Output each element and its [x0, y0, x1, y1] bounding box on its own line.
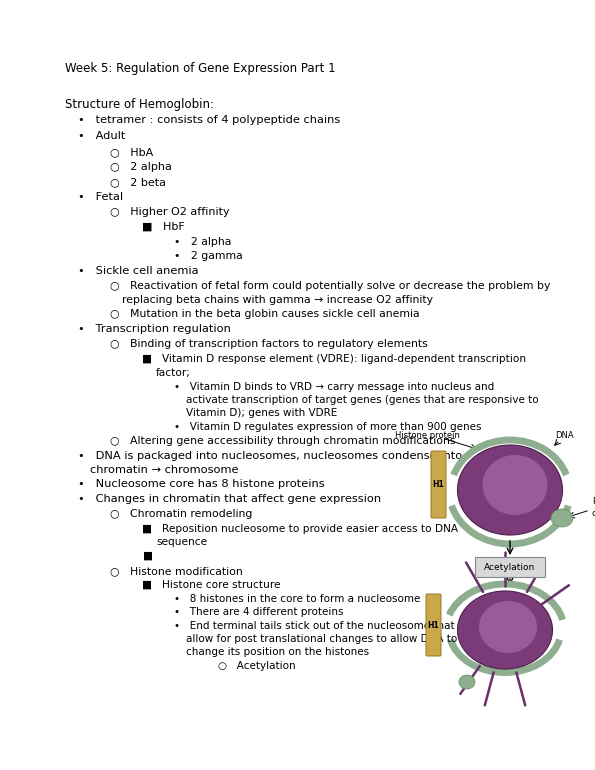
Text: chromatin → chromosome: chromatin → chromosome [90, 465, 239, 475]
Text: ■   Reposition nucleosome to provide easier access to DNA: ■ Reposition nucleosome to provide easie… [142, 524, 458, 534]
Text: replacing beta chains with gamma → increase O2 affinity: replacing beta chains with gamma → incre… [122, 295, 433, 305]
Text: ■   Vitamin D response element (VDRE): ligand-dependent transcription: ■ Vitamin D response element (VDRE): lig… [142, 354, 526, 364]
Text: •   Transcription regulation: • Transcription regulation [78, 324, 231, 334]
Text: DNA: DNA [555, 430, 574, 440]
Ellipse shape [483, 455, 547, 515]
Text: •   Adult: • Adult [78, 131, 126, 141]
Text: sequence: sequence [156, 537, 207, 547]
Ellipse shape [458, 445, 562, 535]
Text: ■: ■ [142, 551, 152, 561]
Text: factor;: factor; [156, 368, 191, 378]
Text: ○   HbA: ○ HbA [110, 147, 154, 157]
FancyBboxPatch shape [475, 557, 545, 577]
Text: •   Changes in chromatin that affect gene expression: • Changes in chromatin that affect gene … [78, 494, 381, 504]
FancyBboxPatch shape [426, 594, 441, 656]
Text: Week 5: Regulation of Gene Expression Part 1: Week 5: Regulation of Gene Expression Pa… [65, 62, 336, 75]
Text: Structure of Hemoglobin:: Structure of Hemoglobin: [65, 98, 214, 111]
Text: •   2 alpha: • 2 alpha [174, 237, 231, 247]
Text: charged tail: charged tail [592, 510, 595, 518]
Text: •   Fetal: • Fetal [78, 192, 123, 202]
Text: •   tetramer : consists of 4 polypeptide chains: • tetramer : consists of 4 polypeptide c… [78, 115, 340, 125]
Text: activate transcription of target genes (genes that are responsive to: activate transcription of target genes (… [186, 395, 538, 405]
Text: ■   HbF: ■ HbF [142, 222, 185, 232]
Text: ○   Mutation in the beta globin causes sickle cell anemia: ○ Mutation in the beta globin causes sic… [110, 309, 419, 319]
Text: Vitamin D); genes with VDRE: Vitamin D); genes with VDRE [186, 408, 337, 418]
Text: •   2 gamma: • 2 gamma [174, 251, 243, 261]
Text: change its position on the histones: change its position on the histones [186, 647, 369, 657]
Text: •   Vitamin D binds to VRD → carry message into nucleus and: • Vitamin D binds to VRD → carry message… [174, 382, 494, 392]
Text: Positively: Positively [592, 497, 595, 507]
Ellipse shape [459, 675, 475, 689]
Text: •   Nucleosome core has 8 histone proteins: • Nucleosome core has 8 histone proteins [78, 479, 325, 489]
Text: ○   Chromatin remodeling: ○ Chromatin remodeling [110, 509, 252, 519]
Text: ○   2 beta: ○ 2 beta [110, 177, 166, 187]
Text: •   There are 4 different proteins: • There are 4 different proteins [174, 607, 343, 617]
Text: •   DNA is packaged into nucleosomes, nucleosomes condense into: • DNA is packaged into nucleosomes, nucl… [78, 451, 462, 461]
Text: ○   Binding of transcription factors to regulatory elements: ○ Binding of transcription factors to re… [110, 339, 428, 349]
Text: ○   Acetylation: ○ Acetylation [218, 661, 296, 671]
Ellipse shape [551, 509, 573, 527]
Text: Histone protein: Histone protein [395, 430, 460, 440]
Text: ○   Reactivation of fetal form could potentially solve or decrease the problem b: ○ Reactivation of fetal form could poten… [110, 281, 550, 291]
Text: •   End terminal tails stick out of the nucleosome that: • End terminal tails stick out of the nu… [174, 621, 455, 631]
Ellipse shape [458, 591, 553, 669]
Text: ○   2 alpha: ○ 2 alpha [110, 162, 172, 172]
Text: Acetylation: Acetylation [484, 563, 536, 571]
FancyBboxPatch shape [431, 451, 446, 518]
Text: ○   Histone modification: ○ Histone modification [110, 566, 243, 576]
Text: •   Sickle cell anemia: • Sickle cell anemia [78, 266, 199, 276]
Text: ○   Altering gene accessibility through chromatin modifications: ○ Altering gene accessibility through ch… [110, 436, 456, 446]
Text: ○   Higher O2 affinity: ○ Higher O2 affinity [110, 207, 230, 217]
Text: •   Vitamin D regulates expression of more than 900 genes: • Vitamin D regulates expression of more… [174, 422, 481, 432]
Text: ■   Histone core structure: ■ Histone core structure [142, 580, 280, 590]
Text: allow for post translational changes to allow DNA to: allow for post translational changes to … [186, 634, 457, 644]
Text: H1: H1 [433, 480, 444, 489]
Text: •   8 histones in the core to form a nucleosome: • 8 histones in the core to form a nucle… [174, 594, 421, 604]
Ellipse shape [479, 601, 537, 653]
Text: H1: H1 [428, 621, 439, 630]
